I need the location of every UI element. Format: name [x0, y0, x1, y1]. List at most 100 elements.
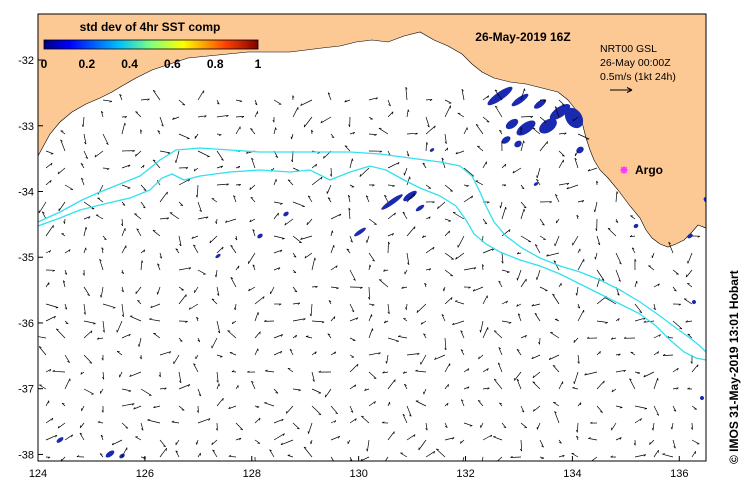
current-vector: [311, 351, 317, 356]
current-vector-head: [516, 304, 519, 307]
current-vector-head: [351, 310, 355, 313]
current-vector: [595, 252, 598, 260]
current-vector-head: [97, 421, 101, 423]
current-vector-head: [426, 142, 429, 145]
current-vector-head: [593, 209, 596, 213]
current-vector: [573, 337, 579, 343]
current-vector-head: [407, 109, 410, 113]
current-vector-head: [508, 229, 511, 233]
current-vector-head: [315, 286, 318, 289]
current-vector-head: [499, 129, 502, 132]
current-vector: [97, 337, 104, 340]
current-vector: [216, 150, 224, 161]
current-vector-head: [391, 233, 394, 236]
current-vector: [425, 451, 435, 458]
current-vector-head: [531, 304, 534, 307]
current-vector-head: [135, 111, 138, 113]
current-vector: [349, 235, 353, 243]
current-vector: [100, 434, 104, 441]
current-vector: [159, 150, 171, 154]
current-vector-head: [690, 427, 693, 430]
argo-float[interactable]: Argo: [620, 163, 663, 177]
current-vector: [83, 388, 94, 395]
current-vector-head: [296, 427, 300, 430]
current-vector: [634, 280, 638, 288]
current-vector-head: [611, 389, 614, 393]
current-vector: [249, 218, 256, 223]
current-vector-head: [566, 182, 570, 186]
current-vector: [291, 133, 294, 140]
current-vector: [520, 334, 527, 339]
current-vector-head: [300, 103, 303, 106]
current-vector-head: [227, 330, 231, 332]
current-vector: [292, 235, 302, 244]
current-vector: [520, 201, 527, 209]
current-vector: [615, 405, 623, 408]
current-vector: [57, 422, 66, 429]
current-vector: [558, 182, 569, 186]
current-vector-head: [429, 99, 433, 102]
current-vector-head: [265, 369, 268, 372]
current-vector: [501, 252, 504, 264]
current-vector-head: [392, 111, 394, 115]
current-vector-head: [133, 406, 136, 410]
current-vector-head: [487, 95, 490, 99]
current-vector-head: [89, 362, 92, 364]
current-vector-head: [334, 351, 337, 355]
current-vector: [235, 184, 241, 186]
current-vector-head: [65, 322, 69, 325]
current-vector-head: [639, 311, 642, 314]
current-vector: [444, 105, 451, 118]
current-vector: [672, 439, 676, 449]
argo-label: Argo: [635, 163, 663, 177]
current-vector-head: [401, 286, 404, 289]
current-vector-head: [697, 235, 701, 238]
current-vector-head: [226, 183, 229, 186]
current-vector-head: [427, 125, 430, 128]
current-vector-head: [546, 254, 549, 257]
current-vector: [178, 235, 182, 247]
current-vector: [235, 422, 243, 431]
current-vector-head: [84, 141, 87, 145]
sst-patch: [354, 227, 366, 237]
current-vector-head: [188, 307, 191, 310]
current-vector: [60, 130, 66, 135]
current-vector: [228, 455, 237, 458]
current-vector: [596, 351, 601, 356]
current-vector: [159, 351, 172, 356]
current-vector-head: [643, 320, 647, 323]
current-vector: [121, 218, 124, 226]
current-vector-head: [448, 220, 451, 222]
current-vector-head: [597, 242, 601, 246]
current-vector-head: [634, 259, 637, 262]
current-vector-head: [317, 152, 320, 154]
current-vector: [45, 400, 50, 407]
current-vector: [99, 259, 104, 271]
current-vector: [368, 264, 371, 271]
current-vector: [159, 439, 166, 448]
current-vector-head: [499, 402, 502, 405]
argo-star-icon: [620, 166, 628, 174]
current-vector: [254, 111, 258, 118]
current-vector-head: [175, 450, 179, 453]
current-vector: [136, 228, 142, 237]
current-vector: [571, 452, 579, 458]
current-vector: [493, 330, 503, 339]
current-vector: [444, 133, 447, 144]
colorbar: std dev of 4hr SST comp 0 0.2 0.4 0.6 0.8 1: [41, 20, 262, 71]
current-vector: [382, 371, 389, 374]
current-vector: [482, 248, 495, 254]
current-vector-head: [532, 381, 536, 383]
current-vector-head: [374, 134, 377, 136]
current-vector: [116, 320, 123, 333]
current-vector-head: [281, 418, 284, 422]
current-vector-head: [369, 264, 372, 268]
current-vector-head: [494, 89, 498, 92]
current-vector: [330, 244, 335, 254]
current-vector-head: [530, 116, 533, 118]
current-vector-head: [303, 318, 306, 321]
current-vector-head: [422, 235, 425, 238]
current-vector: [415, 370, 427, 373]
current-vector: [212, 449, 218, 458]
current-vector: [193, 363, 199, 373]
